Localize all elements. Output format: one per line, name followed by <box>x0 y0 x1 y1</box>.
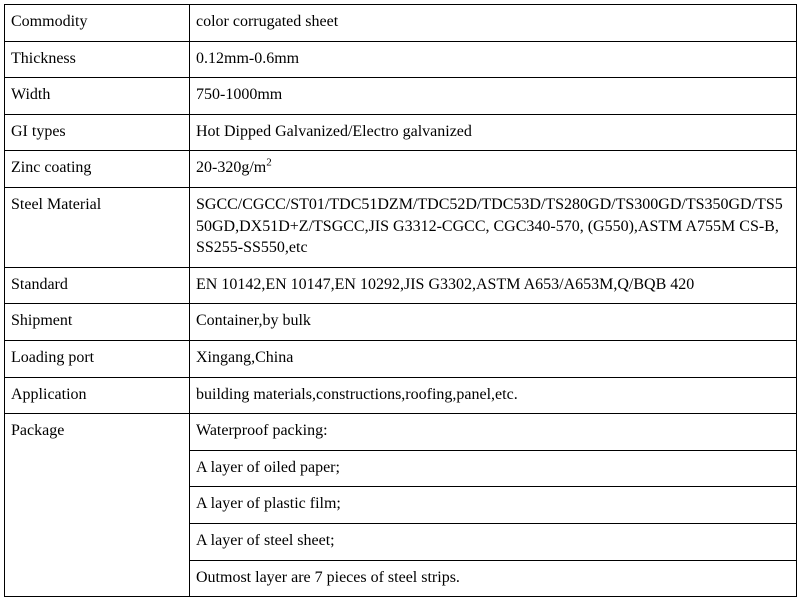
value-shipment: Container,by bulk <box>190 304 797 341</box>
value-package-line: A layer of oiled paper; <box>190 450 797 487</box>
table-row: Steel Material SGCC/CGCC/ST01/TDC51DZM/T… <box>5 187 797 267</box>
value-package-line: A layer of plastic film; <box>190 487 797 524</box>
value-loading-port: Xingang,China <box>190 340 797 377</box>
table-row: Width 750-1000mm <box>5 78 797 115</box>
table-row: GI types Hot Dipped Galvanized/Electro g… <box>5 114 797 151</box>
value-gi-types: Hot Dipped Galvanized/Electro galvanized <box>190 114 797 151</box>
label-application: Application <box>5 377 190 414</box>
label-zinc-coating: Zinc coating <box>5 151 190 188</box>
label-width: Width <box>5 78 190 115</box>
label-thickness: Thickness <box>5 41 190 78</box>
label-loading-port: Loading port <box>5 340 190 377</box>
value-commodity: color corrugated sheet <box>190 5 797 42</box>
table-row: Shipment Container,by bulk <box>5 304 797 341</box>
value-standard: EN 10142,EN 10147,EN 10292,JIS G3302,AST… <box>190 267 797 304</box>
table-row: Standard EN 10142,EN 10147,EN 10292,JIS … <box>5 267 797 304</box>
label-gi-types: GI types <box>5 114 190 151</box>
table-row: Loading port Xingang,China <box>5 340 797 377</box>
table-row: Thickness 0.12mm-0.6mm <box>5 41 797 78</box>
value-thickness: 0.12mm-0.6mm <box>190 41 797 78</box>
label-commodity: Commodity <box>5 5 190 42</box>
value-package-line: Outmost layer are 7 pieces of steel stri… <box>190 560 797 597</box>
value-zinc-coating: 20-320g/m2 <box>190 151 797 188</box>
table-row: Zinc coating 20-320g/m2 <box>5 151 797 188</box>
value-steel-material: SGCC/CGCC/ST01/TDC51DZM/TDC52D/TDC53D/TS… <box>190 187 797 267</box>
product-spec-table: Commodity color corrugated sheet Thickne… <box>4 4 797 597</box>
table-row: Package Waterproof packing: <box>5 414 797 451</box>
value-width: 750-1000mm <box>190 78 797 115</box>
value-package-line: Waterproof packing: <box>190 414 797 451</box>
zinc-value-sup: 2 <box>266 157 272 169</box>
value-application: building materials,constructions,roofing… <box>190 377 797 414</box>
label-standard: Standard <box>5 267 190 304</box>
zinc-value-prefix: 20-320g/m <box>196 159 266 176</box>
table-row: Commodity color corrugated sheet <box>5 5 797 42</box>
label-shipment: Shipment <box>5 304 190 341</box>
label-package: Package <box>5 414 190 597</box>
value-package-line: A layer of steel sheet; <box>190 523 797 560</box>
table-row: Application building materials,construct… <box>5 377 797 414</box>
label-steel-material: Steel Material <box>5 187 190 267</box>
